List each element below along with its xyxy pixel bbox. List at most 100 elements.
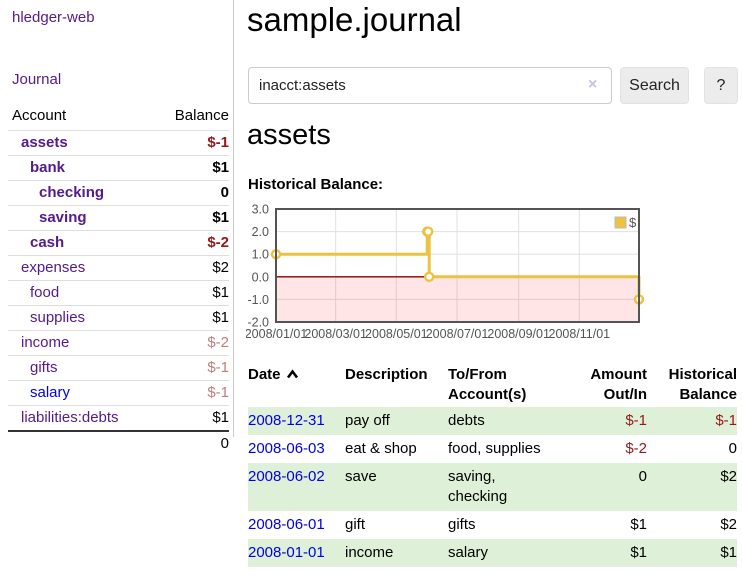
account-balance: $2 xyxy=(152,255,229,281)
register-date-link[interactable]: 2008-06-01 xyxy=(248,516,325,533)
account-row: salary $-1 xyxy=(8,380,229,406)
register-amount: 0 xyxy=(638,468,647,485)
register-row: 2008-06-03 eat & shop food, supplies $-2 0 xyxy=(248,435,737,463)
account-balance: $-1 xyxy=(152,380,229,406)
register-date-link[interactable]: 2008-12-31 xyxy=(248,412,325,429)
register-header-date-label: Date xyxy=(248,366,281,383)
nav-journal-link[interactable]: Journal xyxy=(12,71,62,88)
account-link[interactable]: assets xyxy=(21,134,68,151)
historical-balance-chart: $3.0 2.0 1.0 0.0 -1.0 -2.02008/01/012008/03/0… xyxy=(246,203,645,341)
register-balance: $2 xyxy=(720,516,737,533)
account-link[interactable]: income xyxy=(21,334,70,351)
historical-balance-label: Historical Balance: xyxy=(248,176,384,193)
account-row: food $1 xyxy=(8,280,229,306)
accounts-header-account: Account xyxy=(12,107,67,124)
sort-ascending-icon xyxy=(286,365,299,385)
account-name-cell: gifts xyxy=(8,355,153,381)
register-balance: $1 xyxy=(720,544,737,561)
account-balance: $-1 xyxy=(152,130,229,156)
register-date-link[interactable]: 2008-06-02 xyxy=(248,468,325,485)
account-row: bank $1 xyxy=(8,155,229,181)
account-row: liabilities:debts $1 xyxy=(8,405,229,431)
account-balance: $-2 xyxy=(152,230,229,256)
account-link[interactable]: expenses xyxy=(21,259,86,276)
svg-text:2008/01/01: 2008/01/01 xyxy=(246,327,307,341)
account-link[interactable]: liabilities:debts xyxy=(21,409,119,426)
account-row: expenses $2 xyxy=(8,255,229,281)
register-row: 2008-06-01 gift gifts $1 $2 xyxy=(248,511,737,539)
register-balance: 0 xyxy=(728,440,737,457)
account-link[interactable]: food xyxy=(30,284,60,301)
account-link[interactable]: checking xyxy=(39,184,105,201)
account-heading: assets xyxy=(247,119,331,151)
search-button[interactable]: Search xyxy=(620,67,689,104)
account-name-cell: supplies xyxy=(8,305,153,331)
account-name-cell: assets xyxy=(8,130,153,156)
accounts-sidebar-table: Account Balance assets $-1 bank $1 checking 0… xyxy=(8,103,229,456)
account-name-cell: food xyxy=(8,280,153,306)
register-accounts: debts xyxy=(448,412,485,429)
register-amount: $-2 xyxy=(625,440,647,457)
account-link[interactable]: bank xyxy=(30,159,66,176)
register-date-cell: 2008-01-01 xyxy=(248,539,345,567)
register-header-date: Date xyxy=(248,363,345,407)
search-input[interactable] xyxy=(248,67,612,104)
account-name-cell: bank xyxy=(8,155,153,181)
register-accounts: gifts xyxy=(448,516,476,533)
register-accounts: food, supplies xyxy=(448,440,541,457)
register-date-cell: 2008-06-01 xyxy=(248,511,345,539)
account-balance: $-2 xyxy=(152,330,229,356)
register-date-cell: 2008-06-02 xyxy=(248,463,345,511)
account-balance: $1 xyxy=(152,155,229,181)
register-balance: $-1 xyxy=(715,412,737,429)
search-bar: × Search ? xyxy=(248,67,742,105)
brand-link[interactable]: hledger-web xyxy=(12,9,95,26)
register-description: gift xyxy=(345,516,366,533)
register-description: save xyxy=(345,468,377,485)
register-date-cell: 2008-06-03 xyxy=(248,435,345,463)
register-date-link[interactable]: 2008-06-03 xyxy=(248,440,325,457)
register-row: 2008-06-02 save saving, checking 0 $2 xyxy=(248,463,737,511)
help-button[interactable]: ? xyxy=(704,67,738,104)
register-accounts: salary xyxy=(448,544,489,561)
account-row: gifts $-1 xyxy=(8,355,229,381)
account-balance: 0 xyxy=(152,180,229,206)
register-header-historical: Historical Balance xyxy=(668,366,737,403)
register-amount: $1 xyxy=(630,544,647,561)
svg-text:2008/03/01: 2008/03/01 xyxy=(304,327,367,341)
sidebar-divider xyxy=(233,0,234,437)
register-header-row: Date Description To/From Account(s) Amou… xyxy=(248,363,737,407)
register-date-link[interactable]: 2008-01-01 xyxy=(248,544,325,561)
account-link[interactable]: salary xyxy=(30,384,71,401)
register-description: pay off xyxy=(345,412,390,429)
account-row: checking 0 xyxy=(8,180,229,206)
account-link[interactable]: supplies xyxy=(30,309,86,326)
account-link[interactable]: gifts xyxy=(30,359,58,376)
svg-text:2.0: 2.0 xyxy=(252,225,269,239)
accounts-header-balance: Balance xyxy=(174,107,229,124)
register-header-amount: Amount Out/In xyxy=(590,366,647,403)
register-header-description: Description xyxy=(345,366,428,383)
account-name-cell: income xyxy=(8,330,153,356)
accounts-tbody: assets $-1 bank $1 checking 0 saving $1 cash $-2 e… xyxy=(8,130,229,431)
svg-text:2008/05/01: 2008/05/01 xyxy=(365,327,428,341)
accounts-total-spacer xyxy=(8,430,153,456)
register-accounts: saving, checking xyxy=(448,468,508,505)
account-row: income $-2 xyxy=(8,330,229,356)
register-row: 2008-01-01 income salary $1 $1 xyxy=(248,539,737,567)
page-title: sample.journal xyxy=(247,1,462,38)
clear-search-icon[interactable]: × xyxy=(588,76,598,93)
account-name-cell: cash xyxy=(8,230,153,256)
svg-text:-1.0: -1.0 xyxy=(247,293,269,307)
register-table: Date Description To/From Account(s) Amou… xyxy=(248,363,737,567)
account-row: cash $-2 xyxy=(8,230,229,256)
svg-text:2008/11/01: 2008/11/01 xyxy=(549,327,611,341)
account-name-cell: liabilities:debts xyxy=(8,405,153,431)
register-balance: $2 xyxy=(720,468,737,485)
svg-text:2008/07/01: 2008/07/01 xyxy=(426,327,489,341)
register-date-cell: 2008-12-31 xyxy=(248,407,345,435)
register-tbody: 2008-12-31 pay off debts $-1 $-1 2008-06-03 ea… xyxy=(248,407,737,567)
account-link[interactable]: saving xyxy=(39,209,87,226)
account-link[interactable]: cash xyxy=(30,234,65,251)
